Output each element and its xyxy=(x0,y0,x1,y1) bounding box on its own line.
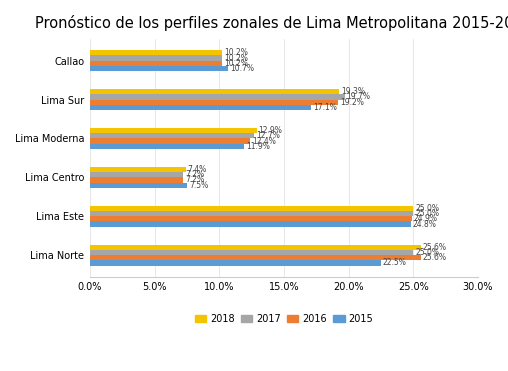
Bar xyxy=(90,89,339,95)
Text: 22.5%: 22.5% xyxy=(383,259,406,267)
Bar xyxy=(90,50,222,56)
Text: 25.0%: 25.0% xyxy=(415,209,439,219)
Bar xyxy=(90,245,421,250)
Text: 10.2%: 10.2% xyxy=(224,49,248,58)
Text: 10.2%: 10.2% xyxy=(224,59,248,68)
Bar xyxy=(90,138,250,144)
Text: 25.0%: 25.0% xyxy=(415,248,439,257)
Text: 25.6%: 25.6% xyxy=(423,243,447,252)
Text: 19.2%: 19.2% xyxy=(340,98,364,106)
Bar xyxy=(90,134,254,138)
Bar xyxy=(90,173,183,177)
Bar xyxy=(90,105,311,110)
Text: 19.3%: 19.3% xyxy=(341,88,365,96)
Bar xyxy=(90,183,187,188)
Bar xyxy=(90,144,244,149)
Text: 12.4%: 12.4% xyxy=(252,137,276,145)
Text: 10.2%: 10.2% xyxy=(224,53,248,62)
Text: 11.9%: 11.9% xyxy=(246,142,270,151)
Text: 12.7%: 12.7% xyxy=(256,131,280,141)
Text: 25.0%: 25.0% xyxy=(415,204,439,213)
Bar xyxy=(90,221,410,227)
Bar xyxy=(90,99,338,105)
Bar xyxy=(90,216,412,221)
Text: 17.1%: 17.1% xyxy=(313,103,337,112)
Bar xyxy=(90,167,186,173)
Bar xyxy=(90,56,222,60)
Text: 7.2%: 7.2% xyxy=(185,175,204,184)
Bar xyxy=(90,95,344,99)
Bar xyxy=(90,260,381,266)
Bar xyxy=(90,211,413,216)
Text: 7.5%: 7.5% xyxy=(189,181,208,190)
Bar xyxy=(90,177,183,183)
Bar xyxy=(90,60,222,66)
Bar xyxy=(90,250,413,255)
Legend: 2018, 2017, 2016, 2015: 2018, 2017, 2016, 2015 xyxy=(191,310,377,328)
Bar xyxy=(90,206,413,211)
Bar xyxy=(90,255,421,260)
Title: Pronóstico de los perfiles zonales de Lima Metropolitana 2015-2018: Pronóstico de los perfiles zonales de Li… xyxy=(36,15,508,31)
Bar xyxy=(90,66,228,71)
Text: 24.9%: 24.9% xyxy=(414,214,438,223)
Text: 10.7%: 10.7% xyxy=(230,64,255,73)
Text: 19.7%: 19.7% xyxy=(346,92,370,102)
Text: 7.2%: 7.2% xyxy=(185,170,204,180)
Bar xyxy=(90,128,257,134)
Text: 25.6%: 25.6% xyxy=(423,253,447,262)
Text: 24.8%: 24.8% xyxy=(412,220,436,229)
Text: 7.4%: 7.4% xyxy=(187,165,207,174)
Text: 12.9%: 12.9% xyxy=(259,127,282,135)
